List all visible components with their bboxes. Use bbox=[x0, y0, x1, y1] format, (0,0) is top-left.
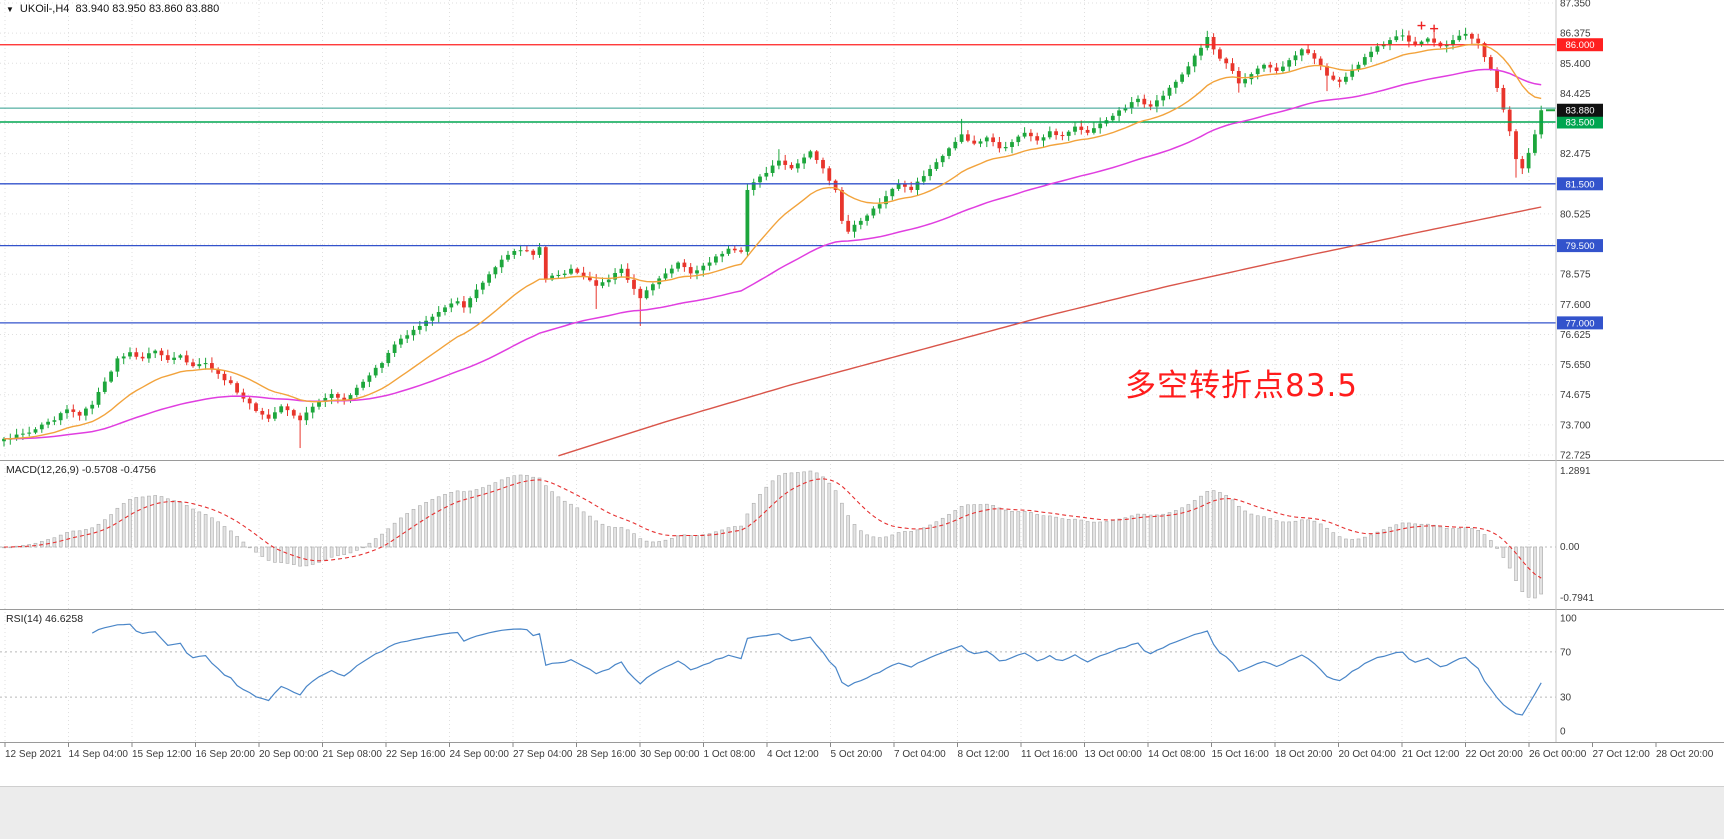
candles-layer bbox=[2, 27, 1544, 449]
symbol-dropdown-icon[interactable]: ▼ bbox=[6, 4, 14, 14]
svg-text:14 Sep 04:00: 14 Sep 04:00 bbox=[69, 749, 129, 760]
price-axis-layer: 87.350 86.375 85.400 84.425 82.475 80.525 78.5… bbox=[1557, 0, 1603, 738]
svg-text:86.375: 86.375 bbox=[1560, 29, 1591, 40]
svg-text:86.000: 86.000 bbox=[1565, 40, 1594, 51]
svg-text:30 Sep 00:00: 30 Sep 00:00 bbox=[640, 749, 700, 760]
svg-text:13 Oct 00:00: 13 Oct 00:00 bbox=[1085, 749, 1143, 760]
svg-text:22 Sep 16:00: 22 Sep 16:00 bbox=[386, 749, 446, 760]
svg-text:28 Oct 20:00: 28 Oct 20:00 bbox=[1656, 749, 1714, 760]
svg-text:77.000: 77.000 bbox=[1565, 318, 1594, 329]
svg-text:5 Oct 20:00: 5 Oct 20:00 bbox=[831, 749, 883, 760]
svg-text:21 Sep 08:00: 21 Sep 08:00 bbox=[323, 749, 383, 760]
svg-text:84.425: 84.425 bbox=[1560, 89, 1591, 100]
svg-text:85.400: 85.400 bbox=[1560, 59, 1591, 70]
svg-text:16 Sep 20:00: 16 Sep 20:00 bbox=[196, 749, 256, 760]
svg-text:78.575: 78.575 bbox=[1560, 270, 1591, 281]
svg-text:87.350: 87.350 bbox=[1560, 0, 1591, 10]
svg-text:72.725: 72.725 bbox=[1560, 451, 1591, 462]
svg-text:74.675: 74.675 bbox=[1560, 390, 1591, 401]
svg-text:28 Sep 16:00: 28 Sep 16:00 bbox=[577, 749, 637, 760]
svg-text:76.625: 76.625 bbox=[1560, 330, 1591, 341]
svg-text:83.880: 83.880 bbox=[1565, 106, 1594, 117]
rsi-line-layer bbox=[91, 623, 1542, 716]
svg-text:22 Oct 20:00: 22 Oct 20:00 bbox=[1466, 749, 1524, 760]
rsi-indicator-label: RSI(14) 46.6258 bbox=[6, 613, 84, 625]
svg-text:7 Oct 04:00: 7 Oct 04:00 bbox=[894, 749, 946, 760]
bottom-strip bbox=[0, 786, 1724, 839]
macd-indicator-label: MACD(12,26,9) -0.5708 -0.4756 bbox=[6, 464, 156, 476]
time-axis-layer: 12 Sep 2021 14 Sep 04:00 15 Sep 12:00 16 Se… bbox=[4, 742, 1714, 760]
svg-text:24 Sep 00:00: 24 Sep 00:00 bbox=[450, 749, 510, 760]
svg-text:27 Sep 04:00: 27 Sep 04:00 bbox=[513, 749, 573, 760]
svg-text:1.2891: 1.2891 bbox=[1560, 466, 1591, 477]
svg-text:15 Sep 12:00: 15 Sep 12:00 bbox=[132, 749, 192, 760]
svg-text:26 Oct 00:00: 26 Oct 00:00 bbox=[1529, 749, 1587, 760]
svg-text:30: 30 bbox=[1560, 693, 1572, 704]
svg-text:83.500: 83.500 bbox=[1565, 117, 1594, 128]
svg-text:79.500: 79.500 bbox=[1565, 241, 1594, 252]
svg-text:20 Sep 00:00: 20 Sep 00:00 bbox=[259, 749, 319, 760]
macd-signal-layer bbox=[4, 478, 1542, 579]
svg-text:15 Oct 16:00: 15 Oct 16:00 bbox=[1212, 749, 1270, 760]
svg-text:1 Oct 08:00: 1 Oct 08:00 bbox=[704, 749, 756, 760]
svg-text:12 Sep 2021: 12 Sep 2021 bbox=[5, 749, 62, 760]
levels-layer bbox=[0, 44, 1556, 324]
svg-text:8 Oct 12:00: 8 Oct 12:00 bbox=[958, 749, 1010, 760]
decorations-layer bbox=[1417, 21, 1555, 112]
symbol-ohlc-text: UKOil-,H4 83.940 83.950 83.860 83.880 bbox=[19, 3, 220, 15]
svg-text:21 Oct 12:00: 21 Oct 12:00 bbox=[1402, 749, 1460, 760]
svg-text:0.00: 0.00 bbox=[1560, 542, 1580, 553]
svg-text:27 Oct 12:00: 27 Oct 12:00 bbox=[1593, 749, 1651, 760]
svg-text:81.500: 81.500 bbox=[1565, 179, 1594, 190]
svg-text:75.650: 75.650 bbox=[1560, 360, 1591, 371]
svg-text:14 Oct 08:00: 14 Oct 08:00 bbox=[1148, 749, 1206, 760]
moving-averages-layer bbox=[4, 43, 1542, 457]
svg-text:0: 0 bbox=[1560, 727, 1566, 738]
separators-layer bbox=[0, 0, 1724, 743]
svg-text:11 Oct 16:00: 11 Oct 16:00 bbox=[1021, 749, 1078, 760]
svg-text:77.600: 77.600 bbox=[1560, 300, 1591, 311]
svg-text:4 Oct 12:00: 4 Oct 12:00 bbox=[767, 749, 819, 760]
chart-canvas[interactable]: 87.350 86.375 85.400 84.425 82.475 80.525 78.5… bbox=[0, 0, 1724, 786]
svg-text:18 Oct 20:00: 18 Oct 20:00 bbox=[1275, 749, 1333, 760]
svg-text:-0.7941: -0.7941 bbox=[1560, 593, 1594, 604]
annotation-text: 多空转折点83.5 bbox=[1125, 368, 1359, 404]
svg-text:100: 100 bbox=[1560, 614, 1577, 625]
macd-histogram-layer bbox=[2, 470, 1543, 599]
svg-text:20 Oct 04:00: 20 Oct 04:00 bbox=[1339, 749, 1397, 760]
svg-text:70: 70 bbox=[1560, 647, 1572, 658]
svg-text:80.525: 80.525 bbox=[1560, 209, 1591, 220]
svg-text:82.475: 82.475 bbox=[1560, 149, 1591, 160]
svg-text:73.700: 73.700 bbox=[1560, 420, 1591, 431]
chart-title: ▼ UKOil-,H4 83.940 83.950 83.860 83.880 bbox=[6, 3, 219, 15]
